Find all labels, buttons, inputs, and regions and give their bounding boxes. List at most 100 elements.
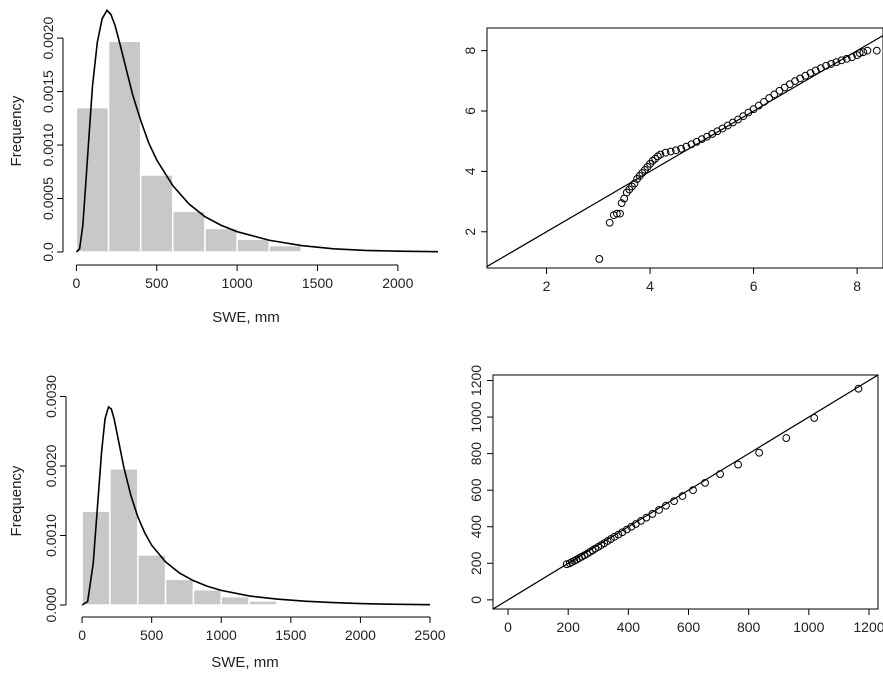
qq-point [610, 532, 619, 541]
qq-point [605, 218, 614, 227]
qq-point [701, 478, 709, 487]
x-tick-label: 0 [504, 619, 512, 635]
qq-point [678, 492, 687, 500]
qq-plot-bottom: 0 200 400 600 800 1000 1200 0 200 400 600 800 1000 12… [468, 365, 883, 635]
x-tick-label: 1000 [793, 619, 824, 635]
x-tick-label: 1000 [222, 275, 253, 291]
x-tick-label: 500 [145, 275, 169, 291]
y-tick-label: 0.0010 [43, 514, 59, 557]
x-tick-label: 1500 [302, 275, 333, 291]
x-tick-label: 0 [78, 627, 86, 643]
x-tick-label: 8 [853, 278, 861, 294]
qq-point [662, 501, 670, 510]
qq-point [655, 506, 663, 514]
x-tick-label: 500 [140, 627, 164, 643]
x-axis-title: SWE, mm [212, 309, 280, 326]
y-tick-label: 600 [468, 478, 484, 502]
histogram-bar [192, 588, 223, 606]
histogram-bar [220, 595, 250, 606]
x-tick-label: 2000 [345, 627, 376, 643]
plot-frame [486, 27, 883, 269]
qq-point [677, 144, 686, 153]
qq-point [622, 525, 631, 534]
y-tick-label: 2 [462, 228, 478, 236]
y-tick-label: 0.0010 [40, 123, 56, 166]
density-curve [81, 405, 431, 606]
qq-point [616, 209, 624, 218]
x-tick-label: 2500 [414, 627, 445, 643]
histogram-bar [204, 227, 238, 253]
y-tick-label: 0.0015 [40, 70, 56, 113]
histogram-bar [75, 106, 110, 253]
histogram-bar [109, 468, 139, 606]
qq-point [648, 156, 657, 165]
qq-point [816, 64, 825, 73]
qq-point [661, 148, 670, 157]
y-tick-label: 6 [462, 107, 478, 115]
qq-point [651, 154, 660, 163]
x-tick-label: 0 [73, 275, 81, 291]
x-tick-label: 1000 [206, 627, 237, 643]
qq-point [755, 448, 764, 457]
qq-point [595, 255, 604, 263]
qq-point [754, 101, 763, 110]
qq-point [630, 179, 639, 188]
y-tick-label: 1000 [468, 401, 484, 432]
y-tick-label: 0.000 [43, 587, 59, 622]
qq-point [656, 150, 665, 159]
y-tick-label: 4 [462, 167, 478, 175]
x-tick-label: 1200 [853, 619, 883, 635]
qq-point [854, 384, 863, 393]
qq-point [562, 560, 571, 569]
qq-point [653, 152, 662, 161]
x-tick-label: 2000 [382, 275, 413, 291]
histogram-bar [236, 238, 271, 253]
qq-point [565, 559, 574, 568]
density-curve [75, 8, 439, 253]
qq-point [822, 61, 830, 70]
qq-point [811, 66, 820, 75]
qq-point [842, 54, 851, 63]
y-tick-label: 0 [468, 596, 484, 604]
histogram-bar [248, 600, 278, 606]
qq-point [770, 90, 779, 99]
qq-point [837, 56, 846, 65]
x-tick-label: 400 [617, 619, 641, 635]
qq-point [739, 112, 748, 121]
x-tick-label: 6 [750, 278, 758, 294]
histogram-bottom: 0 500 1000 1500 2000 2500 0.000 0.0010 0.0020 0.0… [8, 375, 446, 671]
y-tick-label: 400 [468, 515, 484, 539]
qq-point [666, 147, 675, 156]
x-axis-title: SWE, mm [211, 654, 279, 671]
histogram-bar [172, 210, 206, 253]
histogram-bar [164, 578, 195, 606]
y-tick-label: 1200 [468, 365, 484, 396]
qq-plot-top: 2 4 6 8 2 4 6 8 [462, 27, 883, 294]
qq-point [859, 48, 868, 57]
histogram-top: 0 500 1000 1500 2000 0.0 0.0005 0.0010 0.0015 0.0… [8, 8, 439, 326]
qq-point [689, 486, 697, 495]
qq-point [697, 135, 706, 143]
qq-point [872, 46, 881, 55]
qq-point [855, 49, 864, 57]
qq-point [614, 530, 623, 539]
qq-point [853, 51, 862, 60]
x-tick-label: 2 [543, 278, 551, 294]
y-tick-label: 0.0020 [43, 444, 59, 487]
x-tick-label: 4 [646, 278, 654, 294]
y-axis-title: Frequency [8, 465, 25, 536]
qq-point [682, 142, 691, 151]
qq-point [832, 58, 841, 67]
qq-point [613, 209, 621, 218]
qq-point [670, 497, 678, 506]
qq-point [782, 434, 791, 442]
qq-point [642, 513, 651, 522]
qq-point [716, 470, 724, 478]
y-tick-label: 200 [468, 551, 484, 575]
histogram-bar [137, 554, 167, 606]
qq-point [672, 146, 680, 155]
y-tick-label: 0.0030 [43, 375, 59, 418]
qq-point [810, 414, 819, 422]
qq-point [848, 53, 856, 62]
